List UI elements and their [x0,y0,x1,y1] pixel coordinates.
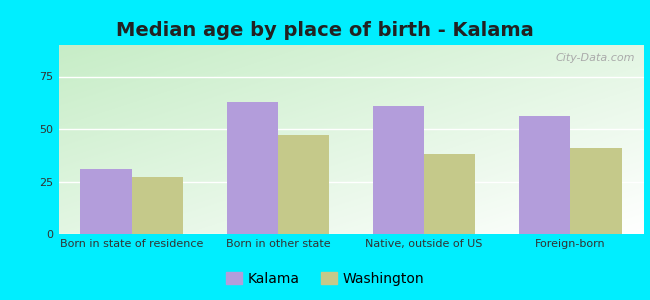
Bar [373,106,424,234]
Bar [227,102,278,234]
Bar [571,148,621,234]
Legend: Kalama, Washington: Kalama, Washington [222,268,428,290]
Bar [131,177,183,234]
Text: Median age by place of birth - Kalama: Median age by place of birth - Kalama [116,21,534,40]
Bar [278,135,329,234]
Text: City-Data.com: City-Data.com [555,52,634,63]
Bar [519,116,571,234]
Bar [424,154,475,234]
Bar [81,169,131,234]
